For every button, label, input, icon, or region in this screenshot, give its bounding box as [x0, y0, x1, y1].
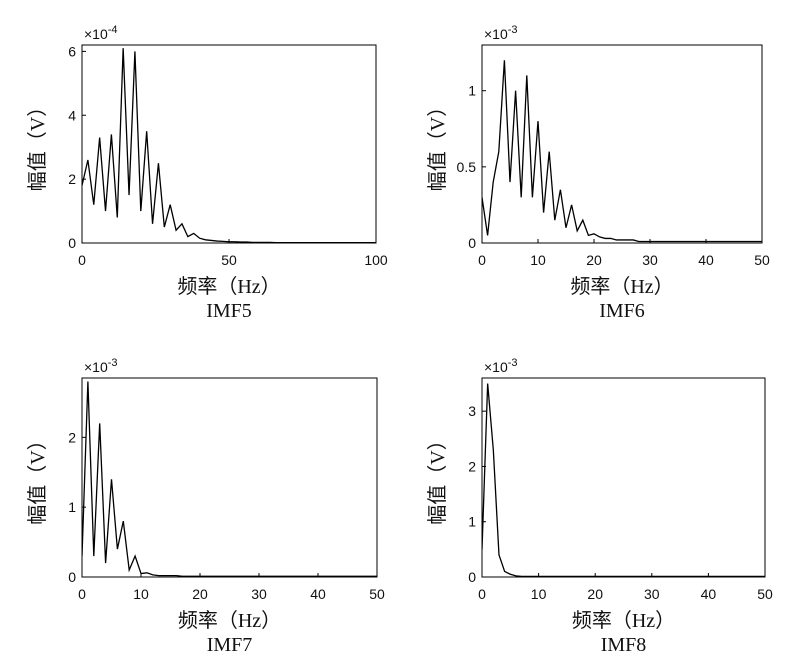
subplot-title: IMF6 [599, 300, 645, 322]
y-offset-base: ×10 [84, 359, 108, 375]
y-axis-label: 幅值（V） [426, 97, 449, 191]
x-tick-label: 20 [587, 586, 603, 602]
axes-frame [481, 44, 763, 244]
x-tick-label: 40 [698, 252, 714, 268]
y-offset-text: ×10-3 [484, 24, 518, 42]
y-tick-label: 0 [68, 569, 76, 585]
y-tick-label: 0 [468, 569, 476, 585]
subplot-title: IMF8 [601, 634, 647, 656]
x-tick-label: 10 [133, 586, 149, 602]
x-tick-label: 0 [478, 586, 486, 602]
y-offset-exponent: -3 [108, 357, 118, 369]
y-axis-label: 幅值（V） [26, 430, 49, 524]
y-tick-label: 1 [68, 499, 76, 515]
spectrum-line [482, 383, 765, 577]
y-tick-label: 0.5 [457, 159, 477, 175]
y-offset-exponent: -3 [508, 24, 518, 36]
subplot: 0 50 100 0 2 4 6 ×10-4 频率（Hz）IMF5 幅值（V） [26, 24, 388, 322]
y-tick-label: 6 [68, 43, 76, 59]
axes-frame [81, 377, 378, 578]
x-tick-label: 30 [251, 586, 267, 602]
x-axis-label: 频率（Hz） [178, 609, 281, 632]
y-offset-text: ×10-3 [84, 357, 118, 375]
x-tick-label: 0 [78, 252, 86, 268]
y-tick-label: 2 [68, 429, 76, 445]
subplot: 0 10 20 30 40 50 0 0.5 1 ×10-3 频率（Hz）IMF6 幅值（V） [426, 24, 770, 322]
x-axis-label: 频率（Hz） [177, 275, 280, 298]
y-offset-exponent: -4 [108, 24, 118, 36]
axes-frame [481, 377, 766, 578]
y-offset-base: ×10 [84, 26, 108, 42]
y-offset-exponent: -3 [508, 357, 518, 369]
x-tick-label: 50 [221, 252, 237, 268]
subplot: 0 10 20 30 40 50 0 1 2 3 ×10-3 频率（Hz）IMF8 幅值（V） [426, 357, 773, 656]
x-tick-label: 50 [757, 586, 773, 602]
x-tick-label: 50 [754, 252, 770, 268]
x-tick-label: 30 [642, 252, 658, 268]
x-axis-label: 频率（Hz） [570, 275, 673, 298]
axes-frame [81, 44, 377, 244]
x-tick-label: 10 [531, 586, 547, 602]
x-axis-label: 频率（Hz） [572, 609, 675, 632]
x-tick-label: 0 [478, 252, 486, 268]
y-tick-label: 0 [468, 235, 476, 251]
y-tick-label: 2 [68, 171, 76, 187]
y-axis-label: 幅值（V） [426, 430, 449, 524]
y-tick-label: 1 [468, 83, 476, 99]
x-tick-label: 50 [369, 586, 385, 602]
y-axis-label: 幅值（V） [26, 97, 49, 191]
x-tick-label: 40 [701, 586, 717, 602]
x-tick-label: 0 [78, 586, 86, 602]
x-tick-label: 10 [530, 252, 546, 268]
x-tick-label: 40 [310, 586, 326, 602]
y-offset-text: ×10-4 [84, 24, 118, 42]
x-tick-label: 30 [644, 586, 660, 602]
y-tick-label: 3 [468, 403, 476, 419]
y-tick-label: 2 [468, 458, 476, 474]
subplot-title: IMF7 [207, 634, 253, 656]
y-offset-base: ×10 [484, 26, 508, 42]
spectrum-line [82, 381, 377, 577]
spectrum-line [482, 60, 762, 243]
subplot: 0 10 20 30 40 50 0 1 2 ×10-3 频率（Hz）IMF7 幅值（V） [26, 357, 385, 656]
y-offset-text: ×10-3 [484, 357, 518, 375]
x-tick-label: 20 [192, 586, 208, 602]
x-tick-label: 100 [364, 252, 388, 268]
y-tick-label: 1 [468, 514, 476, 530]
subplot-title: IMF5 [206, 300, 252, 322]
spectrum-line [82, 48, 376, 243]
y-tick-label: 0 [68, 235, 76, 251]
x-tick-label: 20 [586, 252, 602, 268]
y-tick-label: 4 [68, 107, 76, 123]
y-offset-base: ×10 [484, 359, 508, 375]
